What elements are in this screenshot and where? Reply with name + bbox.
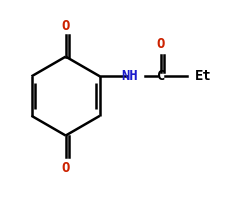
Text: O: O (61, 19, 70, 33)
Text: O: O (61, 160, 70, 174)
Text: O: O (157, 37, 165, 50)
Text: Et: Et (195, 69, 211, 83)
Text: C: C (157, 69, 165, 83)
Text: NH: NH (121, 69, 138, 83)
